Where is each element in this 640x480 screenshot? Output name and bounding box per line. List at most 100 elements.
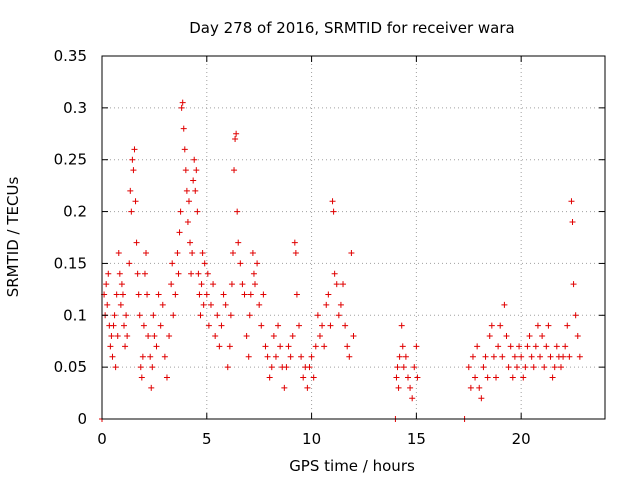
data-point [291,239,298,246]
data-point [321,343,328,350]
data-point [298,353,305,360]
data-point [497,322,504,329]
data-point [524,343,531,350]
data-point [572,312,579,319]
data-point [168,281,175,288]
data-point [222,301,229,308]
data-point [181,146,188,153]
data-point [260,291,267,298]
data-point [393,374,400,381]
data-point [400,364,407,371]
data-point [166,333,173,340]
data-point [329,198,336,205]
data-point [304,384,311,391]
y-tick-label: 0.2 [63,203,87,221]
data-point [262,343,269,350]
data-point [306,364,313,371]
data-point [342,322,349,329]
y-tick-label: 0.25 [54,151,87,169]
data-point [189,250,196,257]
data-point [144,291,151,298]
y-tick-label: 0.15 [54,254,87,272]
data-point [214,312,221,319]
x-tick-label: 20 [512,430,531,448]
data-point [123,312,130,319]
grid [102,56,605,419]
data-point [505,364,512,371]
data-point [319,322,326,329]
data-point [161,353,168,360]
data-point [133,239,140,246]
data-point [465,364,472,371]
data-point [203,291,210,298]
data-point [188,270,195,277]
data-point [545,322,552,329]
data-point [560,353,567,360]
data-point [325,291,332,298]
data-point [256,301,263,308]
x-tick-label: 10 [302,430,321,448]
data-point [570,281,577,288]
data-point [310,374,317,381]
data-point [340,281,347,288]
data-point [200,301,207,308]
data-point [516,343,523,350]
data-point [172,291,179,298]
data-point [395,384,402,391]
data-point [185,198,192,205]
data-point [503,333,510,340]
data-point [115,250,122,257]
data-point [108,333,115,340]
data-point [402,353,409,360]
data-point [150,312,157,319]
data-point [539,333,546,340]
data-point [116,270,123,277]
data-point [312,343,319,350]
data-point [482,353,489,360]
data-point [170,312,177,319]
data-point [184,218,191,225]
data-point [104,301,111,308]
data-point [232,135,239,142]
data-point [218,322,225,329]
data-point [201,260,208,267]
data-point [576,353,583,360]
data-point [187,239,194,246]
data-point [107,343,114,350]
data-point [522,364,529,371]
data-point [119,291,126,298]
data-point [541,364,548,371]
data-point [229,250,236,257]
data-point [239,281,246,288]
data-point [480,364,487,371]
chart-title: Day 278 of 2016, SRMTID for receiver war… [189,19,514,37]
data-point [131,146,138,153]
data-point [117,301,124,308]
x-axis-label: GPS time / hours [289,457,415,475]
data-point [557,364,564,371]
data-point [228,281,235,288]
data-point [528,353,535,360]
data-point [488,322,495,329]
data-point [190,177,197,184]
data-point [287,353,294,360]
data-point [407,384,414,391]
data-point [105,270,112,277]
data-point [174,250,181,257]
data-point [330,208,337,215]
data-point [398,322,405,329]
data-point [495,343,502,350]
data-point [254,260,261,267]
data-point [292,250,299,257]
y-tick-label: 0.1 [63,306,87,324]
data-point [337,301,344,308]
data-point [121,322,128,329]
data-point [122,343,129,350]
data-point [296,322,303,329]
data-point [511,353,518,360]
data-point [103,281,110,288]
data-point [490,353,497,360]
data-point [264,353,271,360]
data-point [216,343,223,350]
